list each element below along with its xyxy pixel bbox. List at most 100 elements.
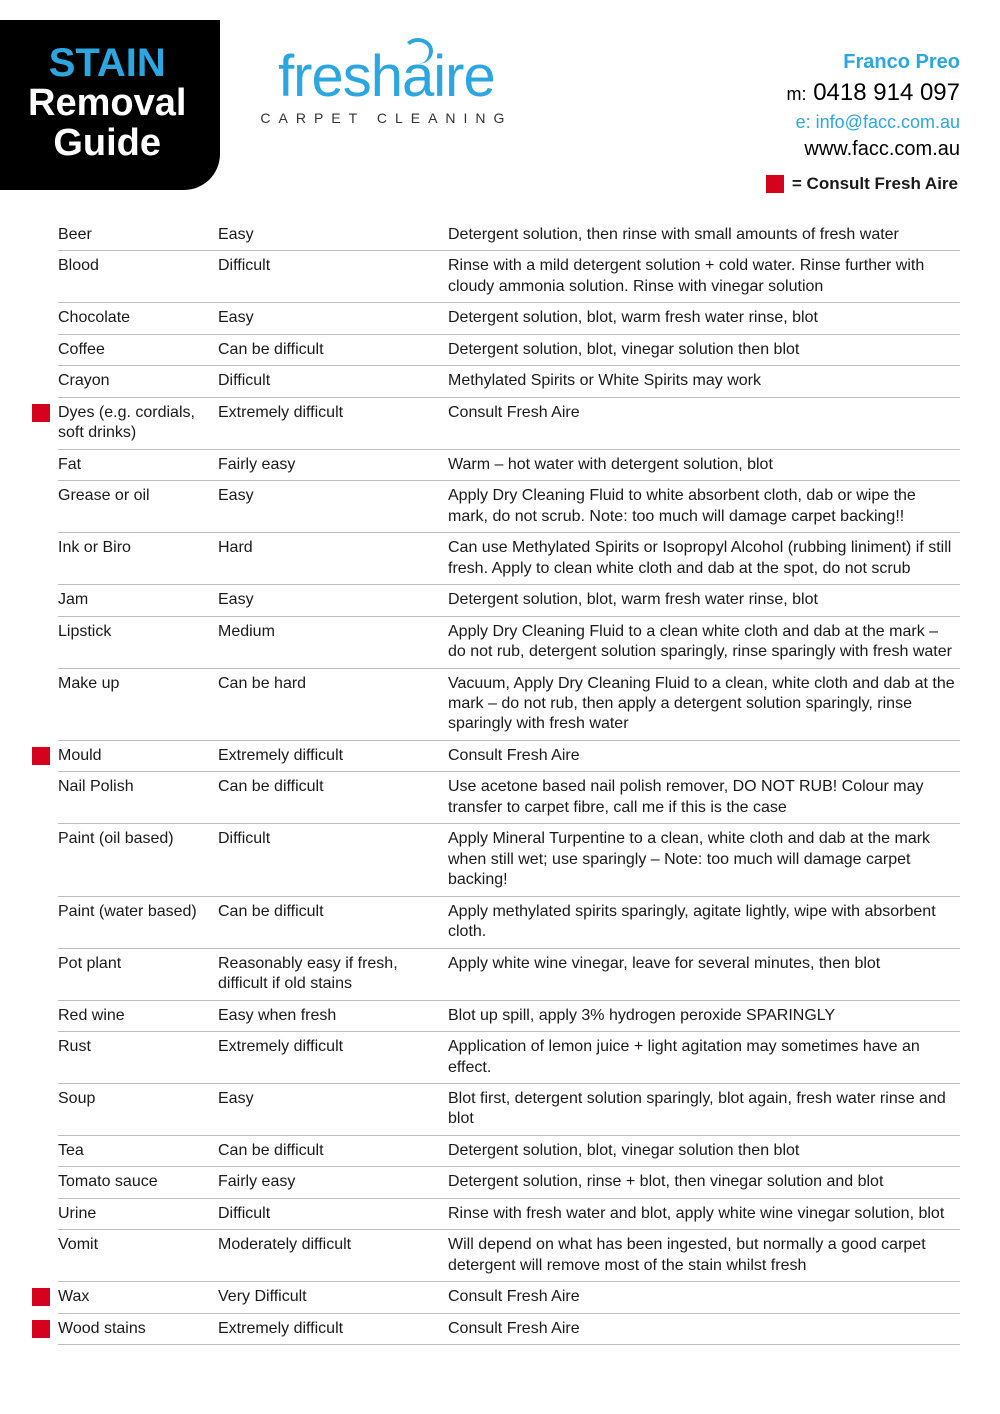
- title-line-1: STAIN: [28, 42, 186, 84]
- stain-treatment: Methylated Spirits or White Spirits may …: [448, 371, 960, 391]
- stain-treatment: Detergent solution, blot, warm fresh wat…: [448, 590, 960, 610]
- stain-difficulty: Difficult: [218, 829, 448, 890]
- stain-name: Dyes (e.g. cordials, soft drinks): [58, 403, 218, 444]
- consult-marker-icon: [32, 747, 50, 765]
- table-row: Grease or oilEasyApply Dry Cleaning Flui…: [58, 481, 960, 533]
- stain-treatment: Consult Fresh Aire: [448, 746, 960, 766]
- table-row: Nail PolishCan be difficultUse acetone b…: [58, 772, 960, 824]
- contact-mobile: m: 0418 914 097: [787, 76, 960, 110]
- red-square-icon: [766, 175, 784, 193]
- stain-treatment: Consult Fresh Aire: [448, 403, 960, 444]
- header: STAIN Removal Guide freshaire CARPET CLE…: [0, 0, 1000, 170]
- stain-difficulty: Can be difficult: [218, 777, 448, 818]
- stain-treatment: Apply methylated spirits sparingly, agit…: [448, 902, 960, 943]
- stain-treatment: Consult Fresh Aire: [448, 1319, 960, 1339]
- stain-treatment: Detergent solution, rinse + blot, then v…: [448, 1172, 960, 1192]
- stain-name: Beer: [58, 225, 218, 245]
- stain-name: Chocolate: [58, 308, 218, 328]
- stain-name: Wood stains: [58, 1319, 218, 1339]
- stain-treatment: Consult Fresh Aire: [448, 1287, 960, 1307]
- stain-treatment: Will depend on what has been ingested, b…: [448, 1235, 960, 1276]
- stain-name: Red wine: [58, 1006, 218, 1026]
- table-row: ChocolateEasyDetergent solution, blot, w…: [58, 303, 960, 334]
- stain-treatment: Detergent solution, blot, warm fresh wat…: [448, 308, 960, 328]
- table-row: LipstickMediumApply Dry Cleaning Fluid t…: [58, 617, 960, 669]
- stain-difficulty: Easy: [218, 1089, 448, 1130]
- stain-difficulty: Can be difficult: [218, 902, 448, 943]
- stain-name: Paint (water based): [58, 902, 218, 943]
- table-row: BeerEasyDetergent solution, then rinse w…: [58, 220, 960, 251]
- stain-difficulty: Easy when fresh: [218, 1006, 448, 1026]
- stain-name: Fat: [58, 455, 218, 475]
- stain-difficulty: Extremely difficult: [218, 403, 448, 444]
- stain-name: Rust: [58, 1037, 218, 1078]
- table-row: FatFairly easyWarm – hot water with dete…: [58, 450, 960, 481]
- contact-name: Franco Preo: [787, 48, 960, 76]
- table-row: Paint (water based)Can be difficultApply…: [58, 897, 960, 949]
- stain-name: Tea: [58, 1141, 218, 1161]
- legend: = Consult Fresh Aire: [766, 174, 958, 194]
- logo-main: freshaire: [260, 48, 512, 106]
- stain-name: Make up: [58, 674, 218, 735]
- stain-treatment: Detergent solution, blot, vinegar soluti…: [448, 1141, 960, 1161]
- stain-difficulty: Medium: [218, 622, 448, 663]
- email-prefix: e:: [796, 112, 811, 132]
- contact-email: e: info@facc.com.au: [787, 110, 960, 135]
- consult-marker-icon: [32, 1288, 50, 1306]
- stain-difficulty: Can be difficult: [218, 340, 448, 360]
- title-box: STAIN Removal Guide: [0, 20, 220, 190]
- legend-text: = Consult Fresh Aire: [792, 174, 958, 194]
- stain-name: Coffee: [58, 340, 218, 360]
- table-row: Make upCan be hardVacuum, Apply Dry Clea…: [58, 669, 960, 741]
- stain-treatment: Rinse with fresh water and blot, apply w…: [448, 1204, 960, 1224]
- table-row: Dyes (e.g. cordials, soft drinks)Extreme…: [58, 398, 960, 450]
- stain-difficulty: Fairly easy: [218, 1172, 448, 1192]
- stain-difficulty: Extremely difficult: [218, 1319, 448, 1339]
- stain-treatment: Apply Dry Cleaning Fluid to a clean whit…: [448, 622, 960, 663]
- stain-treatment: Detergent solution, then rinse with smal…: [448, 225, 960, 245]
- table-row: Red wineEasy when freshBlot up spill, ap…: [58, 1001, 960, 1032]
- stain-difficulty: Moderately difficult: [218, 1235, 448, 1276]
- table-row: CoffeeCan be difficultDetergent solution…: [58, 335, 960, 366]
- mobile-number: 0418 914 097: [813, 79, 960, 106]
- stain-name: Wax: [58, 1287, 218, 1307]
- stain-name: Pot plant: [58, 954, 218, 995]
- stain-difficulty: Difficult: [218, 371, 448, 391]
- stain-difficulty: Fairly easy: [218, 455, 448, 475]
- stain-name: Mould: [58, 746, 218, 766]
- stain-name: Tomato sauce: [58, 1172, 218, 1192]
- table-row: UrineDifficultRinse with fresh water and…: [58, 1199, 960, 1230]
- title-line-3: Guide: [28, 124, 186, 164]
- stain-treatment: Use acetone based nail polish remover, D…: [448, 777, 960, 818]
- stain-name: Blood: [58, 256, 218, 297]
- stain-name: Paint (oil based): [58, 829, 218, 890]
- email-address: info@facc.com.au: [816, 112, 960, 132]
- logo: freshaire CARPET CLEANING: [260, 48, 512, 126]
- stain-difficulty: Easy: [218, 590, 448, 610]
- stain-treatment: Application of lemon juice + light agita…: [448, 1037, 960, 1078]
- stain-difficulty: Extremely difficult: [218, 1037, 448, 1078]
- logo-text-post: ire: [433, 44, 494, 109]
- stain-name: Grease or oil: [58, 486, 218, 527]
- stain-treatment: Warm – hot water with detergent solution…: [448, 455, 960, 475]
- consult-marker-icon: [32, 404, 50, 422]
- stain-name: Nail Polish: [58, 777, 218, 818]
- stain-difficulty: Easy: [218, 308, 448, 328]
- stain-difficulty: Very Difficult: [218, 1287, 448, 1307]
- table-row: MouldExtremely difficultConsult Fresh Ai…: [58, 741, 960, 772]
- stain-difficulty: Easy: [218, 225, 448, 245]
- table-row: RustExtremely difficultApplication of le…: [58, 1032, 960, 1084]
- stain-treatment: Blot up spill, apply 3% hydrogen peroxid…: [448, 1006, 960, 1026]
- table-row: VomitModerately difficultWill depend on …: [58, 1230, 960, 1282]
- table-row: Paint (oil based)DifficultApply Mineral …: [58, 824, 960, 896]
- stain-difficulty: Extremely difficult: [218, 746, 448, 766]
- contact-block: Franco Preo m: 0418 914 097 e: info@facc…: [787, 48, 960, 163]
- title-line-2: Removal: [28, 84, 186, 124]
- stain-name: Vomit: [58, 1235, 218, 1276]
- stain-treatment: Apply Dry Cleaning Fluid to white absorb…: [448, 486, 960, 527]
- table-row: WaxVery DifficultConsult Fresh Aire: [58, 1282, 960, 1313]
- table-row: TeaCan be difficultDetergent solution, b…: [58, 1136, 960, 1167]
- stain-treatment: Can use Methylated Spirits or Isopropyl …: [448, 538, 960, 579]
- stain-treatment: Apply white wine vinegar, leave for seve…: [448, 954, 960, 995]
- mobile-prefix: m:: [787, 84, 807, 104]
